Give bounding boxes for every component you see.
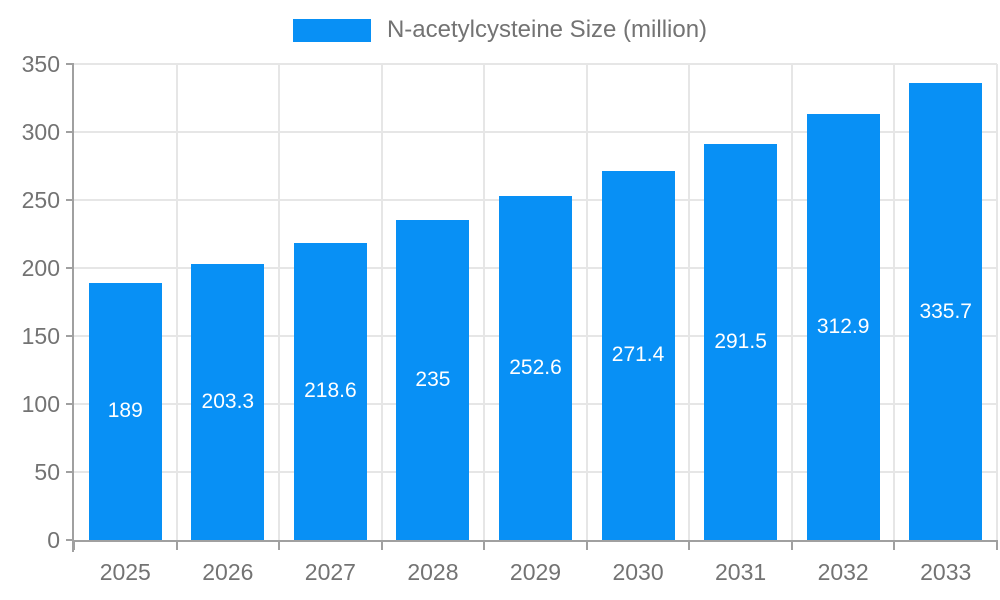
gridline-vertical (483, 64, 486, 540)
y-axis-tick (66, 63, 74, 65)
y-axis-label: 100 (21, 391, 60, 417)
y-axis-tick (66, 199, 74, 201)
x-axis-label: 2033 (920, 559, 972, 585)
x-axis-tick (483, 540, 486, 550)
x-axis-label: 2027 (304, 559, 356, 585)
x-axis-label: 2030 (612, 559, 664, 585)
bar-value-label: 252.6 (509, 356, 562, 380)
x-axis-tick (790, 540, 793, 550)
gridline-horizontal (74, 131, 997, 133)
x-axis-label: 2026 (202, 559, 254, 585)
y-axis-label: 50 (34, 459, 60, 485)
bar-value-label: 218.6 (304, 379, 357, 403)
gridline-vertical (175, 64, 178, 540)
gridline-vertical (996, 64, 998, 540)
x-axis-label: 2025 (99, 559, 151, 585)
bar-2030[interactable]: 271.4 (601, 170, 675, 540)
bar-2029[interactable]: 252.6 (499, 196, 572, 540)
gridline-vertical (688, 64, 691, 540)
gridline-vertical (380, 64, 383, 540)
y-axis-label: 300 (21, 119, 60, 145)
bar-value-label: 335.7 (919, 299, 972, 323)
y-axis-tick (66, 267, 74, 269)
legend-swatch (292, 18, 371, 42)
bar-2027[interactable]: 218.6 (293, 242, 367, 540)
bar-2032[interactable]: 312.9 (806, 114, 880, 540)
bar-value-label: 312.9 (816, 315, 870, 339)
x-axis-tick (175, 540, 178, 550)
bar-2026[interactable]: 203.3 (191, 263, 265, 540)
y-axis-label: 200 (21, 255, 60, 281)
x-axis-label: 2031 (715, 559, 767, 585)
y-axis-tick (66, 335, 74, 337)
x-axis-tick (688, 540, 691, 550)
x-axis-label: 2028 (407, 559, 459, 585)
bar-2033[interactable]: 335.7 (909, 83, 983, 540)
y-axis-tick (66, 539, 74, 541)
x-axis-tick (73, 540, 75, 550)
x-axis-line (72, 540, 997, 542)
bar-value-label: 271.4 (611, 343, 665, 367)
bar-2031[interactable]: 291.5 (704, 143, 778, 540)
x-axis-tick (380, 540, 383, 550)
legend-label: N-acetylcysteine Size (million) (386, 16, 708, 43)
x-axis-tick (893, 540, 896, 550)
bar-value-label: 189 (107, 399, 143, 423)
legend[interactable]: N-acetylcysteine Size (million) (0, 16, 1000, 44)
x-axis-label: 2029 (509, 559, 562, 585)
gridline-vertical (278, 64, 281, 540)
y-axis-label: 250 (21, 187, 60, 213)
x-axis-tick (278, 540, 281, 550)
gridline-horizontal (74, 63, 997, 65)
y-axis-label: 150 (21, 323, 60, 349)
y-axis-tick (66, 471, 74, 473)
x-axis-label: 2032 (817, 559, 869, 585)
y-axis-label: 350 (21, 51, 60, 77)
gridline-vertical (790, 64, 793, 540)
bar-2025[interactable]: 189 (88, 282, 162, 540)
bar-value-label: 235 (415, 368, 451, 392)
x-axis-tick (585, 540, 588, 550)
y-axis-tick (66, 131, 74, 133)
gridline-vertical (893, 64, 896, 540)
gridline-vertical (585, 64, 588, 540)
bar-value-label: 291.5 (714, 329, 767, 353)
bar-value-label: 203.3 (201, 389, 255, 413)
x-axis-tick (996, 540, 998, 550)
y-axis-tick (66, 403, 74, 405)
bar-2028[interactable]: 235 (396, 220, 470, 540)
y-axis-line (72, 64, 74, 552)
y-axis-label: 0 (47, 527, 60, 553)
